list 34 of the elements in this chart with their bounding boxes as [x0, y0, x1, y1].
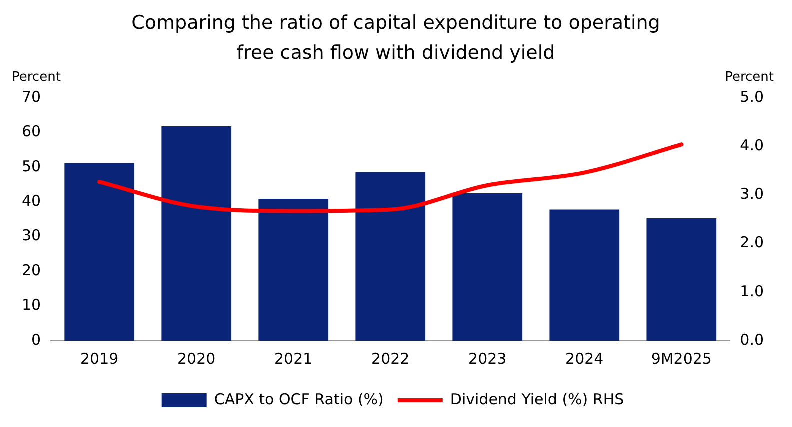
y2-axis-title: Percent	[725, 70, 774, 85]
chart-title: Comparing the ratio of capital expenditure to operating free cash flow with dividend yield	[130, 11, 662, 66]
x-tick-label: 2020	[178, 350, 216, 368]
y2-tick-label: 0.0	[740, 330, 764, 349]
bar	[162, 126, 232, 341]
y-tick-label: 30	[22, 226, 42, 245]
y-tick-label: 60	[22, 122, 42, 141]
y-tick-label: 0	[32, 330, 42, 349]
x-tick-label: 9M2025	[651, 350, 712, 368]
legend-label: CAPX to OCF Ratio (%)	[214, 390, 384, 408]
line-series	[98, 142, 684, 214]
bar	[258, 199, 329, 341]
y-tick-label: 50	[22, 157, 42, 176]
y-tick-label: 20	[22, 261, 42, 280]
y-axis-title: Percent	[12, 70, 61, 85]
x-tick-label: 2024	[566, 350, 604, 368]
y2-tick-label: 4.0	[740, 136, 764, 154]
y-tick-label: 40	[22, 192, 42, 210]
y2-tick-label: 2.0	[740, 234, 764, 252]
y2-tick-label: 1.0	[740, 282, 764, 300]
y2-tick-label: 3.0	[740, 185, 764, 204]
bar	[646, 218, 717, 341]
bar	[64, 163, 135, 341]
y-tick-label: 70	[22, 88, 42, 106]
x-tick-label: 2023	[468, 350, 507, 368]
bar	[452, 193, 523, 341]
bar	[356, 172, 426, 341]
x-tick-label: 2021	[274, 350, 313, 368]
x-tick-label: 2019	[80, 350, 119, 368]
bar	[550, 210, 620, 341]
x-tick-label: 2022	[372, 350, 410, 368]
y-tick-label: 10	[22, 296, 42, 314]
y2-tick-label: 5.0	[740, 88, 764, 106]
legend-label: Dividend Yield (%) RHS	[450, 390, 624, 408]
